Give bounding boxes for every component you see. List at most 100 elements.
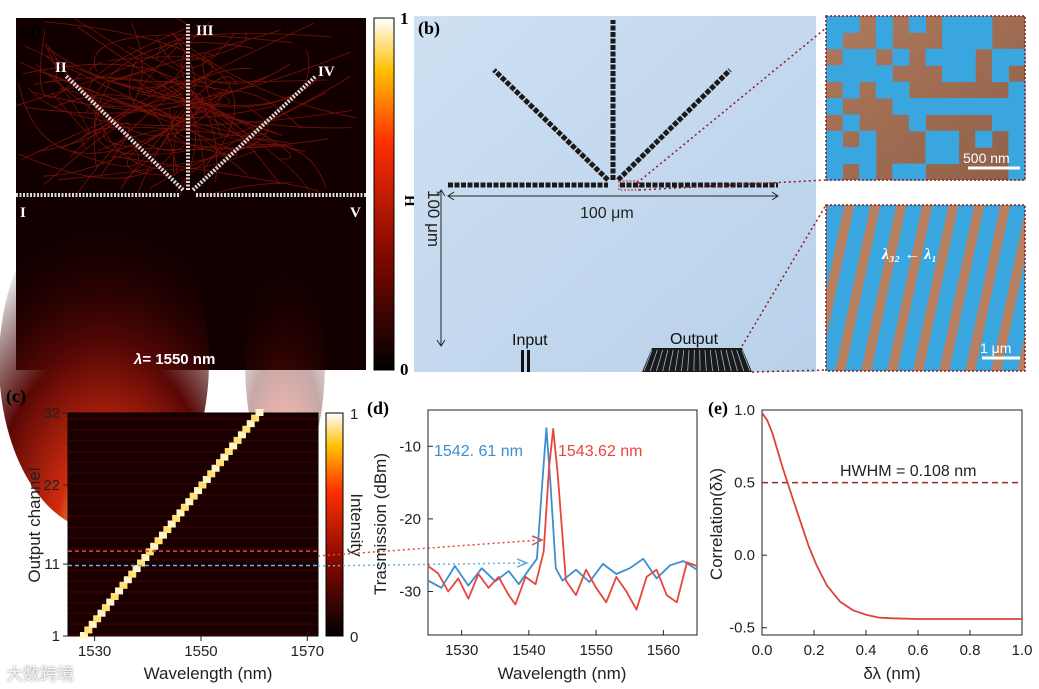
light-ray: [94, 82, 268, 156]
heatmap-cell: [150, 542, 159, 550]
light-ray: [112, 46, 230, 106]
heatmap-cell: [106, 598, 115, 606]
light-ray: [60, 22, 315, 150]
y-tick-label: 1: [52, 628, 60, 645]
light-ray: [132, 78, 353, 129]
heatmap-cell: [97, 609, 106, 617]
port-label-i: I: [20, 205, 26, 221]
x-tick-label: 0.6: [908, 642, 929, 659]
heatmap-stripe: [68, 558, 318, 561]
heatmap-cell: [110, 592, 119, 600]
heatmap-cell: [79, 632, 88, 639]
heatmap-stripe: [68, 612, 318, 615]
heatmap-stripe: [68, 547, 318, 550]
x-tick-label: 1560: [647, 642, 680, 659]
heatmap-stripe: [68, 504, 318, 507]
red-peak-label: 1543.62 nm: [558, 443, 643, 460]
heatmap-background-stripes: [68, 418, 318, 636]
heatmap-stripe: [68, 461, 318, 464]
heatmap-cell: [141, 553, 150, 561]
light-ray: [140, 45, 186, 94]
y-tick-label: 0.0: [734, 547, 755, 564]
x-tick-label: 1550: [184, 643, 217, 660]
light-ray: [149, 144, 327, 189]
panel-a-label: (a): [20, 21, 41, 42]
light-ray: [107, 29, 282, 83]
x-tick-label: 0.8: [960, 642, 981, 659]
heatmap-stripe: [68, 634, 318, 636]
panel-e-ylabel: Correlation(δλ): [707, 468, 726, 580]
light-ray: [43, 122, 131, 186]
output-label: Output: [670, 331, 719, 348]
x-tick-label: 1530: [445, 642, 478, 659]
panel-b: (b) 100 μm 100 μm Input Output: [414, 16, 827, 373]
series-line-1: [427, 427, 698, 611]
watermark: 大数跨境: [6, 665, 74, 685]
light-ray: [202, 53, 222, 138]
heatmap-cell: [88, 620, 97, 628]
heatmap-cell: [172, 514, 181, 522]
heatmap-cell: [158, 531, 167, 539]
light-ray: [58, 107, 269, 181]
heatmap-cell: [242, 425, 251, 433]
scale-label-vertical: 100 μm: [424, 190, 443, 247]
heatmap-cell: [84, 626, 93, 634]
light-ray: [22, 63, 218, 183]
light-ray: [103, 123, 293, 150]
x-tick-label: 1.0: [1012, 642, 1033, 659]
inset-bottom: λ₃₂ ← λ₁ 1 μm: [825, 204, 1026, 372]
colorbar-a-label: H: [401, 195, 417, 207]
heatmap-stripe: [68, 623, 318, 626]
heatmap-stripe: [68, 482, 318, 485]
x-tick-label: 0.4: [856, 642, 877, 659]
series-line-0: [427, 427, 698, 589]
inset-top-scale: 500 nm: [963, 150, 1010, 166]
heatmap-cell: [176, 509, 185, 517]
heatmap-cell: [194, 487, 203, 495]
light-ray: [59, 87, 306, 153]
light-ray: [28, 87, 352, 127]
y-tick-label: -10: [399, 438, 421, 455]
series-line-0: [761, 412, 1022, 620]
light-ray: [120, 76, 238, 190]
panel-b-device-arms: [448, 20, 778, 188]
heatmap-stripe: [68, 472, 318, 475]
y-tick-label: 11: [44, 556, 60, 573]
light-ray: [44, 43, 58, 82]
panel-a-waveguides: [16, 24, 366, 197]
heatmap-cell: [119, 581, 128, 589]
heatmap-cell: [215, 459, 224, 467]
panel-e: (e) 0.0 0.2 0.4 0.6 0.8 1.0 1.0 0.5 0.0 -0.5 HWH…: [707, 398, 1032, 683]
heatmap-cell: [246, 420, 255, 428]
heatmap-cell: [211, 464, 220, 472]
light-ray: [69, 77, 208, 158]
y-tick-label: 32: [43, 405, 60, 422]
panel-d: (d) 1530 1540 1550 1560 -10 -20 -30 1542. 61 …: [367, 398, 698, 683]
heatmap-cell: [185, 498, 194, 506]
x-tick-label: 1570: [291, 643, 324, 660]
heatmap-cell: [255, 409, 264, 416]
heatmap-cell: [202, 475, 211, 483]
light-ray: [173, 106, 281, 185]
colorbar-c-min: 0: [350, 629, 358, 646]
panel-c-xlabel: Wavelength (nm): [144, 664, 273, 683]
output-grating: [642, 348, 752, 372]
light-ray: [18, 150, 175, 179]
port-label-v: V: [350, 205, 361, 221]
y-tick-label: -20: [399, 511, 421, 528]
heatmap-cell: [167, 520, 176, 528]
light-ray: [128, 59, 273, 119]
port-label-ii: II: [55, 60, 67, 76]
light-ray: [136, 50, 310, 106]
heatmap-cell: [93, 615, 102, 623]
panel-d-ylabel: Trasmission (dBm): [371, 453, 390, 595]
y-tick-label: 22: [43, 477, 60, 494]
panel-c-label: (c): [6, 386, 26, 407]
inset-bottom-scale: 1 μm: [980, 340, 1011, 356]
light-ray: [44, 21, 235, 168]
light-ray: [45, 55, 139, 167]
light-ray: [20, 61, 255, 146]
scale-bar-horizontal: [447, 191, 779, 201]
heatmap-diagonal: [79, 409, 264, 639]
light-ray: [34, 77, 196, 197]
